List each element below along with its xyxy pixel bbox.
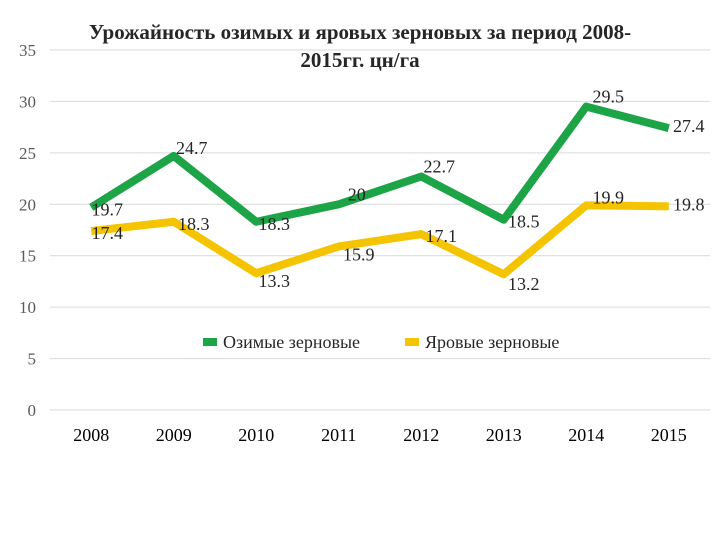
data-label: 20	[348, 184, 366, 204]
x-tick-label: 2009	[156, 425, 192, 445]
data-label: 17.1	[426, 226, 458, 246]
x-tick-label: 2012	[403, 425, 439, 445]
data-label: 17.4	[92, 223, 124, 243]
x-tick-label: 2015	[651, 425, 687, 445]
x-tick-label: 2008	[73, 425, 109, 445]
y-tick-label: 0	[28, 401, 37, 420]
data-label: 22.7	[424, 157, 456, 177]
y-tick-label: 15	[19, 247, 36, 266]
chart-title: Урожайность озимых и яровых зерновых за …	[88, 20, 632, 72]
legend-label: Озимые зерновые	[223, 332, 360, 352]
y-tick-label: 25	[19, 144, 36, 163]
data-label: 19.8	[673, 194, 705, 214]
data-label: 19.9	[593, 187, 625, 207]
data-label: 18.3	[178, 214, 210, 234]
legend-label: Яровые зерновые	[425, 332, 559, 352]
y-tick-label: 20	[19, 195, 36, 214]
series-line-yarovye	[90, 201, 669, 279]
data-label: 29.5	[593, 87, 625, 107]
y-tick-label: 10	[19, 298, 36, 317]
data-label: 18.5	[508, 212, 540, 232]
y-tick-label: 5	[28, 350, 37, 369]
series-line-ozimye	[89, 102, 670, 226]
y-tick-label: 35	[19, 41, 36, 60]
data-label: 27.4	[673, 116, 705, 136]
data-label: 13.2	[508, 274, 540, 294]
data-label: 24.7	[176, 138, 208, 158]
data-label: 13.3	[259, 271, 291, 291]
data-label: 19.7	[92, 199, 124, 219]
data-label: 18.3	[259, 214, 291, 234]
y-tick-label: 30	[19, 92, 36, 111]
x-tick-label: 2011	[321, 425, 356, 445]
x-tick-label: 2013	[486, 425, 522, 445]
x-tick-label: 2010	[238, 425, 274, 445]
x-tick-label: 2014	[568, 425, 604, 445]
data-label: 15.9	[343, 244, 375, 264]
